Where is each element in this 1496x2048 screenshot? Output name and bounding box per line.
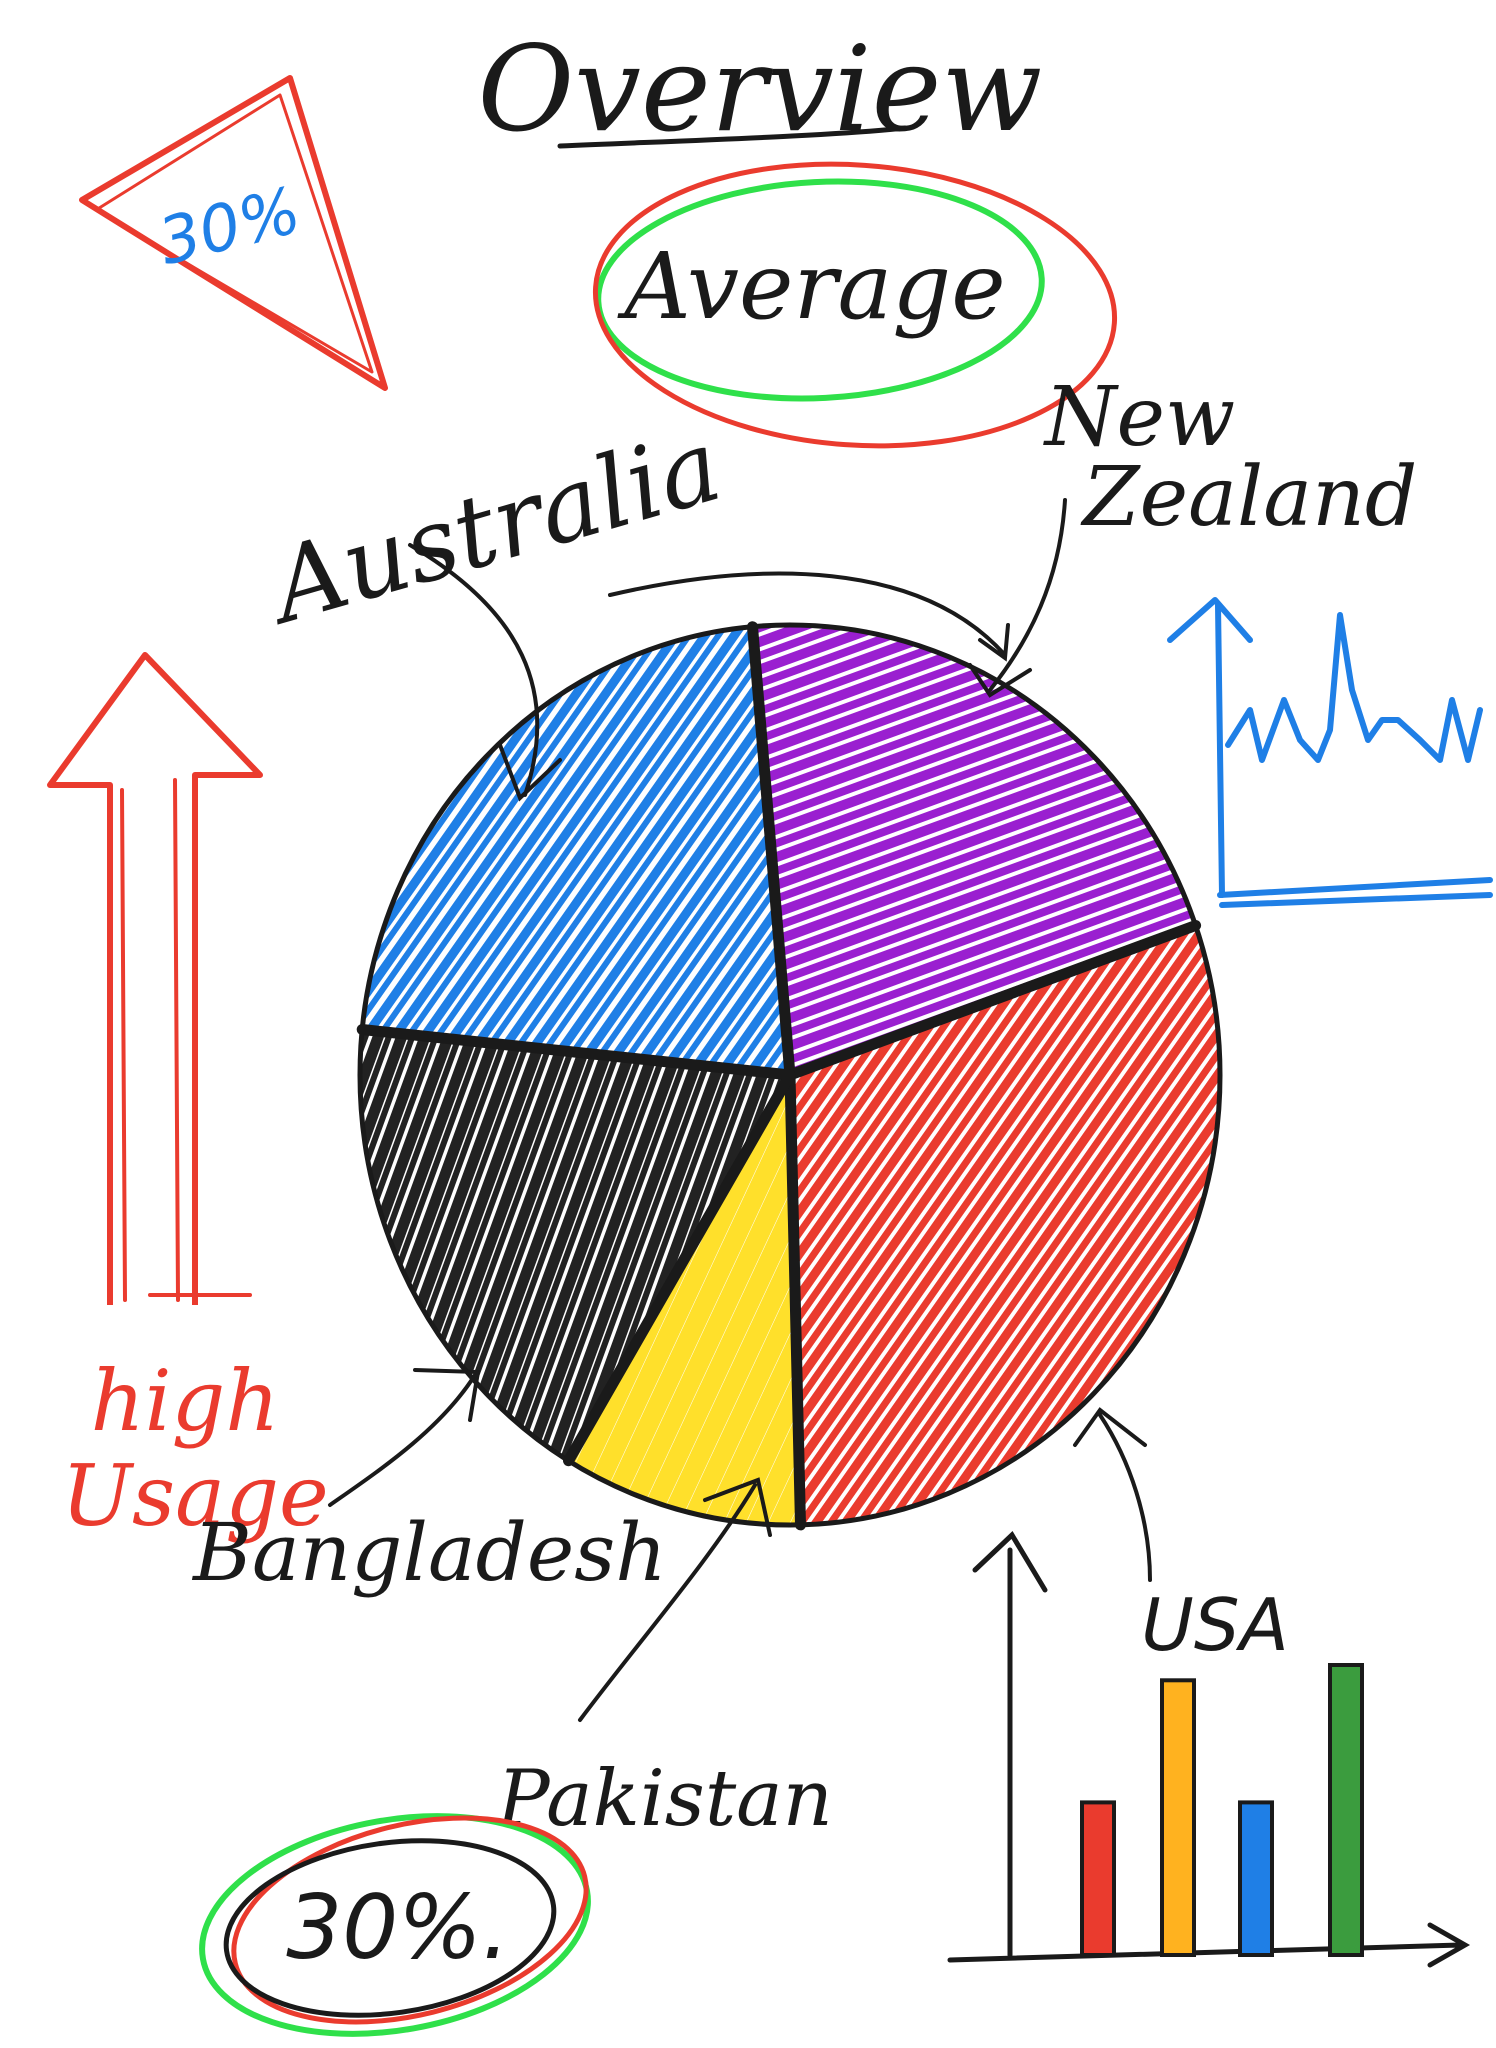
percent-circle-red [231, 1815, 589, 2025]
pie-outline [357, 622, 1223, 1528]
usa-leader [1073, 1407, 1152, 1582]
triangle-percent-label: 30% [152, 174, 308, 280]
mini-bar-x-axis [947, 1922, 1471, 1968]
pie-divider [784, 920, 1202, 1081]
average-label: Average [616, 233, 1005, 340]
percent-circle-ink [223, 1838, 557, 2018]
page-title: Overview [478, 20, 1043, 158]
high-usage-label-line1: high [91, 1352, 280, 1450]
pie-slice-australia [362, 626, 790, 1075]
percent-circle-label: 30%. [286, 1876, 510, 1979]
pie-label-newzealand-line1: New [1043, 370, 1235, 465]
triangle-shape [79, 75, 388, 391]
pie-divider [563, 1069, 796, 1467]
mini-line-chart [1167, 597, 1493, 908]
pie-divider [747, 621, 796, 1081]
pie-divider [356, 1024, 796, 1081]
australia-leader [408, 543, 562, 802]
mini-line-chart-line [1225, 612, 1483, 763]
pie-divider [784, 1069, 806, 1531]
mini-bar-3 [1328, 1663, 1364, 1957]
mini-bar-chart [947, 1531, 1471, 1968]
mini-bar-1 [1160, 1678, 1196, 1958]
title-underline [557, 125, 908, 149]
pie-slice-pakistan [568, 1075, 801, 1526]
high-usage-arrow [47, 652, 263, 1305]
pie-label-pakistan: Pakistan [495, 1754, 833, 1844]
bangladesh-leader [328, 1368, 481, 1507]
leader-lines [328, 498, 1152, 1722]
mini-line-chart-x-axis [1217, 877, 1493, 908]
top-arc-leader [608, 571, 1010, 662]
pie-chart [356, 621, 1223, 1531]
mini-bar-2 [1238, 1800, 1274, 1958]
high-usage-label-line2: Usage [61, 1447, 328, 1545]
average-red-ring [592, 161, 1118, 449]
newzealand-leader [968, 498, 1067, 698]
pie-label-usa: USA [1141, 1583, 1289, 1667]
mini-bar-y-axis [972, 1531, 1048, 1958]
pakistan-leader [578, 1477, 772, 1722]
pie-slice-bangladesh [359, 1029, 790, 1461]
pie-label-newzealand-line2: Zealand [1080, 450, 1418, 545]
triangle-shape-overstroke [94, 93, 374, 374]
pie-label-bangladesh: Bangladesh [191, 1506, 667, 1599]
mini-line-chart-y-axis [1167, 597, 1253, 898]
pie-slice-usa [790, 925, 1221, 1525]
mini-bar-0 [1080, 1800, 1116, 1958]
